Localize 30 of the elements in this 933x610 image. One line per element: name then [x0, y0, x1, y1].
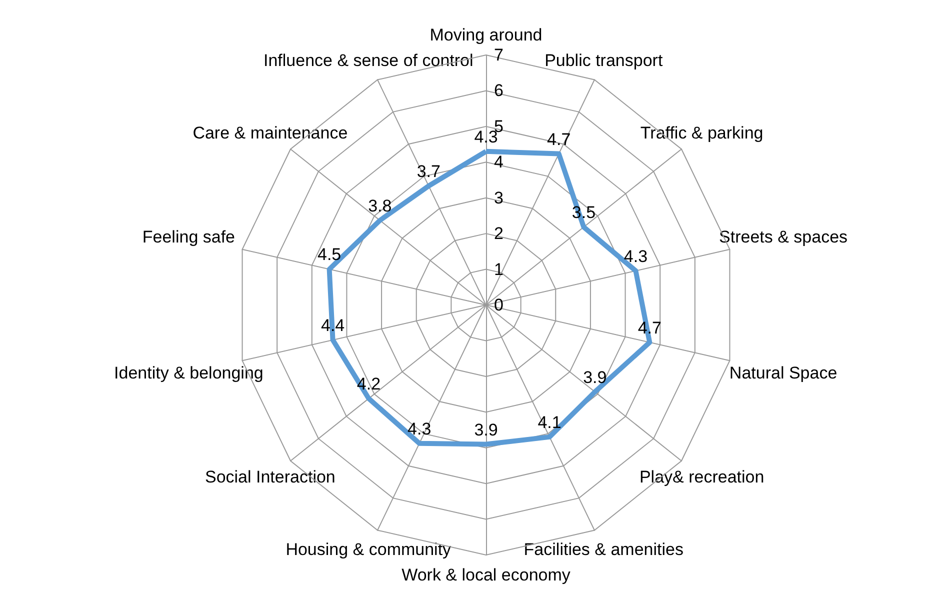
- data-label: 4.5: [317, 245, 342, 264]
- spoke-label: Public transport: [544, 51, 663, 70]
- spoke-label: Identity & belonging: [114, 363, 264, 382]
- data-label: 3.9: [474, 420, 498, 440]
- spoke-label: Traffic & parking: [640, 123, 764, 142]
- data-label: 4.3: [408, 419, 432, 438]
- data-label: 3.9: [583, 368, 607, 387]
- y-tick-label: 3: [494, 188, 504, 208]
- y-tick-label: 6: [494, 81, 504, 100]
- data-label: 4.7: [547, 130, 571, 149]
- y-tick-label: 0: [494, 296, 504, 314]
- spoke-label: Work & local economy: [402, 566, 571, 584]
- y-tick-label: 7: [494, 46, 504, 64]
- data-label: 3.7: [416, 162, 440, 181]
- spoke-label: Moving around: [430, 26, 542, 44]
- data-label: 4.1: [538, 412, 562, 432]
- data-label: 3.8: [368, 196, 392, 216]
- spoke-label: Social Interaction: [204, 468, 336, 487]
- y-tick-label: 2: [494, 224, 504, 244]
- spoke-label: Feeling safe: [142, 228, 236, 247]
- y-tick-label: 4: [494, 152, 504, 172]
- spoke-label: Facilities & amenities: [524, 540, 684, 559]
- data-label: 4.3: [624, 246, 648, 266]
- spoke-label: Housing & community: [286, 540, 452, 559]
- y-tick-label: 1: [494, 260, 504, 279]
- spoke-label: Care & maintenance: [192, 123, 348, 142]
- spoke-label: Play& recreation: [639, 468, 764, 487]
- spoke-label: Influence & sense of control: [263, 51, 474, 70]
- spoke-label: Natural Space: [729, 363, 838, 382]
- spoke-label: Streets & spaces: [719, 228, 848, 247]
